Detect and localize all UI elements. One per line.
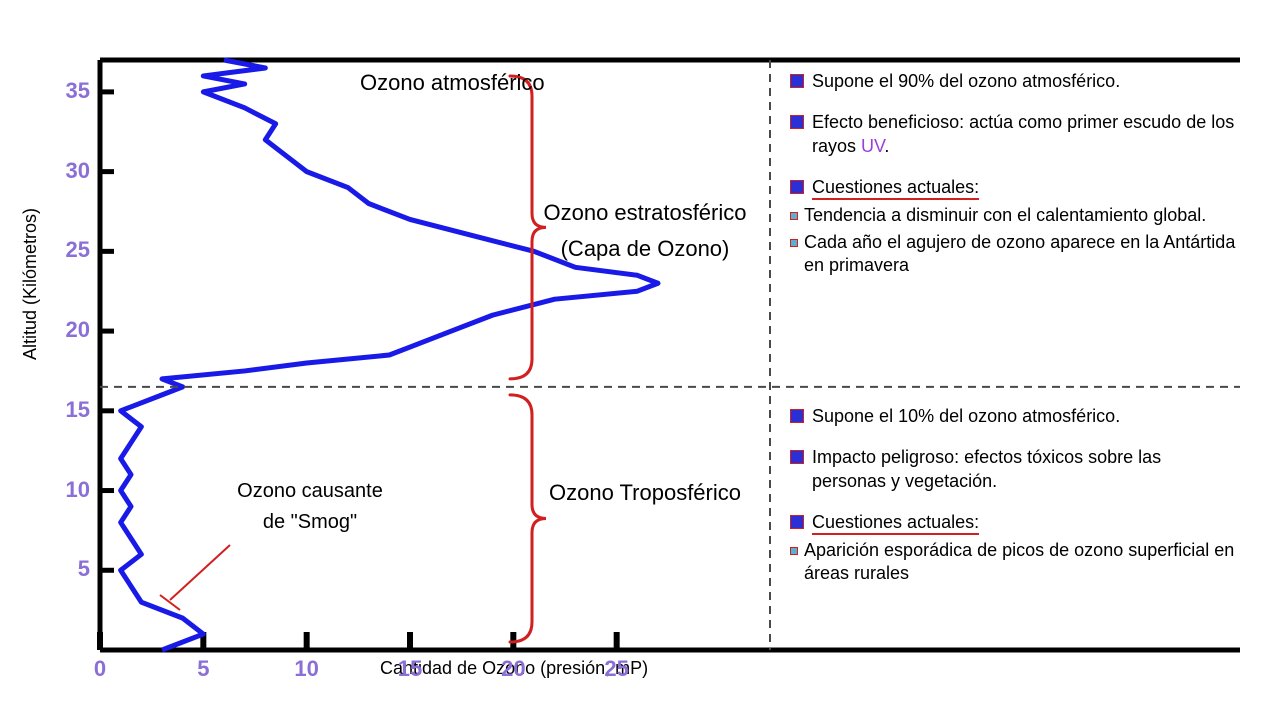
y-tick: 20 <box>50 317 90 343</box>
bullet-icon-small <box>790 547 798 555</box>
strat-label-2: (Capa de Ozono) <box>520 236 770 262</box>
bullet-text: Aparición esporádica de picos de ozono s… <box>804 539 1240 586</box>
x-tick: 5 <box>183 656 223 682</box>
y-tick: 35 <box>50 78 90 104</box>
bullet-row: Supone el 90% del ozono atmosférico. <box>790 70 1240 93</box>
y-tick: 15 <box>50 397 90 423</box>
bullet-icon <box>790 450 804 464</box>
smog-label: Ozono causante de "Smog" <box>220 480 400 534</box>
bullet-row: Aparición esporádica de picos de ozono s… <box>790 539 1240 586</box>
bullet-row: Cada año el agujero de ozono aparece en … <box>790 231 1240 278</box>
y-tick: 5 <box>50 556 90 582</box>
bullet-text: Impacto peligroso: efectos tóxicos sobre… <box>812 446 1240 493</box>
bullet-icon <box>790 74 804 88</box>
bullet-row: Supone el 10% del ozono atmosférico. <box>790 405 1240 428</box>
bullet-text: Cada año el agujero de ozono aparece en … <box>804 231 1240 278</box>
strat-label: Ozono estratosférico (Capa de Ozono) <box>520 200 770 262</box>
x-tick: 15 <box>390 656 430 682</box>
bullet-text: Efecto beneficioso: actúa como primer es… <box>812 111 1240 158</box>
bullet-text: Tendencia a disminuir con el calentamien… <box>804 204 1206 227</box>
x-tick: 0 <box>80 656 120 682</box>
strat-bullets: Supone el 90% del ozono atmosférico. Efec… <box>790 70 1240 282</box>
bullet-text: Cuestiones actuales: <box>812 176 979 199</box>
bullet-icon <box>790 409 804 423</box>
smog-line2: de "Smog" <box>220 511 400 534</box>
bullet-row: Impacto peligroso: efectos tóxicos sobre… <box>790 446 1240 493</box>
strat-label-1: Ozono estratosférico <box>520 200 770 226</box>
bullet-text: Cuestiones actuales: <box>812 511 979 534</box>
smog-line1: Ozono causante <box>220 480 400 503</box>
bullet-icon <box>790 180 804 194</box>
x-tick: 20 <box>493 656 533 682</box>
bullet-icon-small <box>790 212 798 220</box>
bullet-row: Cuestiones actuales: <box>790 176 1240 199</box>
bullet-text: Supone el 90% del ozono atmosférico. <box>812 70 1120 93</box>
bullet-row: Efecto beneficioso: actúa como primer es… <box>790 111 1240 158</box>
tropo-bullets: Supone el 10% del ozono atmosférico. Impa… <box>790 405 1240 589</box>
bullet-row: Tendencia a disminuir con el calentamien… <box>790 204 1240 227</box>
y-tick: 10 <box>50 477 90 503</box>
y-tick: 30 <box>50 158 90 184</box>
x-tick: 10 <box>287 656 327 682</box>
tropo-label: Ozono Troposférico <box>520 480 770 506</box>
bullet-text: Supone el 10% del ozono atmosférico. <box>812 405 1120 428</box>
x-tick: 25 <box>597 656 637 682</box>
bullet-row: Cuestiones actuales: <box>790 511 1240 534</box>
chart-title: Ozono atmosférico <box>360 70 545 96</box>
bullet-icon <box>790 115 804 129</box>
bullet-icon-small <box>790 239 798 247</box>
bullet-icon <box>790 515 804 529</box>
y-tick: 25 <box>50 237 90 263</box>
